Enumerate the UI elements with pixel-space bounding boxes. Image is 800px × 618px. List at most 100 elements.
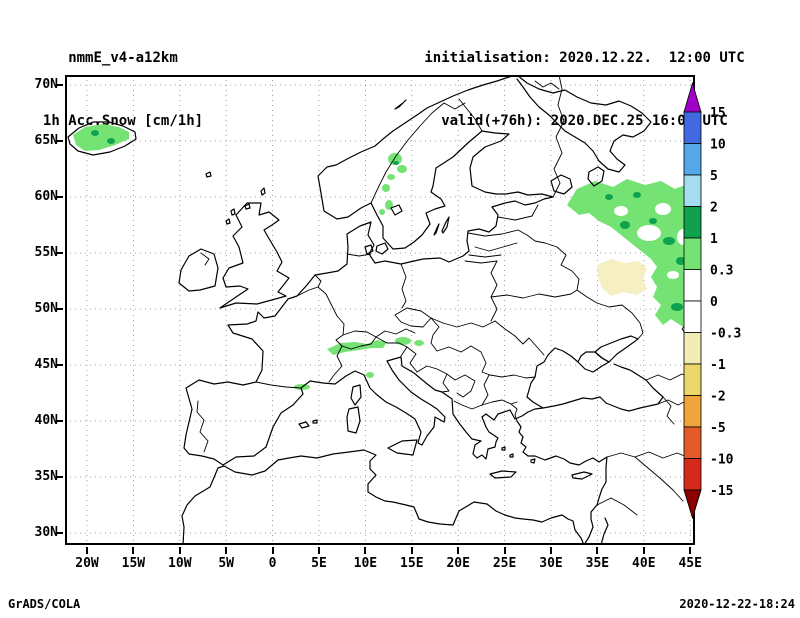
lat-tick-label: 55N xyxy=(3,245,58,260)
europe-map xyxy=(65,75,695,545)
colorbar-segment xyxy=(684,459,701,491)
island-hebrides xyxy=(226,219,230,224)
aegean-island xyxy=(502,447,505,450)
lon-axis-tick xyxy=(504,547,506,554)
colorbar-label: -5 xyxy=(710,421,726,436)
lat-tick-label: 65N xyxy=(3,133,58,148)
graticule-grid xyxy=(65,75,695,545)
grads-snow-chart: nmmE_v4-a12km 1h Acc.Snow [cm/1h] initia… xyxy=(0,0,800,618)
lat-tick-label: 45N xyxy=(3,357,58,372)
aegean-island xyxy=(510,454,513,457)
lon-tick-label: 35E xyxy=(586,556,609,571)
colorbar-segment xyxy=(684,427,701,459)
colorbar-segment xyxy=(684,364,701,396)
colorbar-segment xyxy=(684,144,701,176)
lat-tick-label: 50N xyxy=(3,301,58,316)
lat-tick-label: 40N xyxy=(3,413,58,428)
colorbar-segment xyxy=(684,301,701,333)
island-sardinia xyxy=(347,407,360,433)
lon-axis-tick xyxy=(225,547,227,554)
colorbar: 15105210.30-0.3-1-2-5-10-15 xyxy=(682,80,752,524)
colorbar-label: 5 xyxy=(710,169,718,184)
colorbar-label: -1 xyxy=(710,358,726,373)
lon-axis-tick xyxy=(318,547,320,554)
colorbar-segment xyxy=(684,112,701,144)
lon-tick-label: 5E xyxy=(311,556,327,571)
lon-axis-tick xyxy=(179,547,181,554)
lon-tick-label: 45E xyxy=(678,556,701,571)
coastline-mediterranean-black-sea xyxy=(223,357,663,465)
model-name: nmmE_v4-a12km xyxy=(18,48,228,69)
lat-tick-label: 30N xyxy=(3,525,58,540)
lon-axis-tick xyxy=(364,547,366,554)
island-cyprus xyxy=(572,472,592,479)
island-mallorca xyxy=(299,422,309,428)
lon-axis-tick xyxy=(596,547,598,554)
colorbar-segment xyxy=(684,207,701,239)
island-lofoten xyxy=(395,100,406,109)
island-faroe xyxy=(206,172,211,177)
colorbar-label: -15 xyxy=(710,484,733,499)
colorbar-label: -0.3 xyxy=(710,327,741,342)
coastline-ireland xyxy=(179,249,218,291)
coastline-nw-black-sea xyxy=(527,348,578,408)
lat-tick-label: 70N xyxy=(3,77,58,92)
negative-yellow-patch xyxy=(597,259,647,296)
island-zealand xyxy=(376,243,388,254)
lon-tick-label: 0 xyxy=(269,556,277,571)
lon-tick-label: 15W xyxy=(122,556,145,571)
coastline-north-africa-levant xyxy=(182,450,597,545)
map-frame xyxy=(66,76,694,544)
lon-tick-label: 40E xyxy=(632,556,655,571)
lon-axis-tick xyxy=(457,547,459,554)
lon-axis-tick xyxy=(643,547,645,554)
colorbar-label: 0.3 xyxy=(710,264,733,279)
lat-tick-label: 35N xyxy=(3,469,58,484)
lon-tick-label: 10E xyxy=(354,556,377,571)
lon-tick-label: 20E xyxy=(446,556,469,571)
coastline-kola-white-sea xyxy=(517,75,651,172)
grads-credit: GrADS/COLA xyxy=(8,597,80,611)
lon-tick-label: 30E xyxy=(539,556,562,571)
colorbar-label: 15 xyxy=(710,106,726,121)
colorbar-arrow-bottom xyxy=(684,490,701,518)
lake-ladoga xyxy=(551,175,572,194)
colorbar-label: -2 xyxy=(710,390,726,405)
lon-tick-label: 25E xyxy=(493,556,516,571)
island-crete xyxy=(490,471,516,478)
island-rhodes xyxy=(531,459,535,463)
lon-axis-tick xyxy=(272,547,274,554)
island-menorca xyxy=(313,420,317,423)
colorbar-arrow-top xyxy=(684,83,701,112)
lon-tick-label: 10W xyxy=(168,556,191,571)
colorbar-segment xyxy=(684,175,701,207)
coastline-turkey-levant xyxy=(517,421,607,505)
map-plot-area xyxy=(65,75,695,545)
coastline-red-sea-aqaba xyxy=(601,518,608,545)
coastline-great-britain xyxy=(220,203,289,308)
colorbar-segment xyxy=(684,270,701,302)
coastline-crimea xyxy=(578,352,609,372)
colorbar-label: -10 xyxy=(710,453,734,468)
creation-timestamp: 2020-12-22-18:24 xyxy=(679,597,795,611)
island-sicily xyxy=(388,440,417,455)
lon-tick-label: 5W xyxy=(218,556,234,571)
lon-axis-tick xyxy=(86,547,88,554)
init-time: initialisation: 2020.12.22. 12:00 UTC xyxy=(392,48,777,69)
island-oland xyxy=(434,224,439,235)
lat-tick-label: 60N xyxy=(3,189,58,204)
island-corsica xyxy=(351,385,361,405)
island-shetland xyxy=(261,188,265,195)
island-gotland xyxy=(442,217,449,233)
colorbar-segment xyxy=(684,396,701,428)
lon-tick-label: 15E xyxy=(400,556,423,571)
colorbar-label: 0 xyxy=(710,295,718,310)
lon-axis-tick xyxy=(689,547,691,554)
lon-axis-tick xyxy=(132,547,134,554)
colorbar-label: 2 xyxy=(710,201,718,216)
colorbar-label: 10 xyxy=(710,138,726,153)
colorbar-segment xyxy=(684,333,701,365)
lon-tick-label: 20W xyxy=(75,556,98,571)
lon-axis-tick xyxy=(411,547,413,554)
coastline-mainland-atlantic-baltic-scandinavia xyxy=(184,75,553,465)
